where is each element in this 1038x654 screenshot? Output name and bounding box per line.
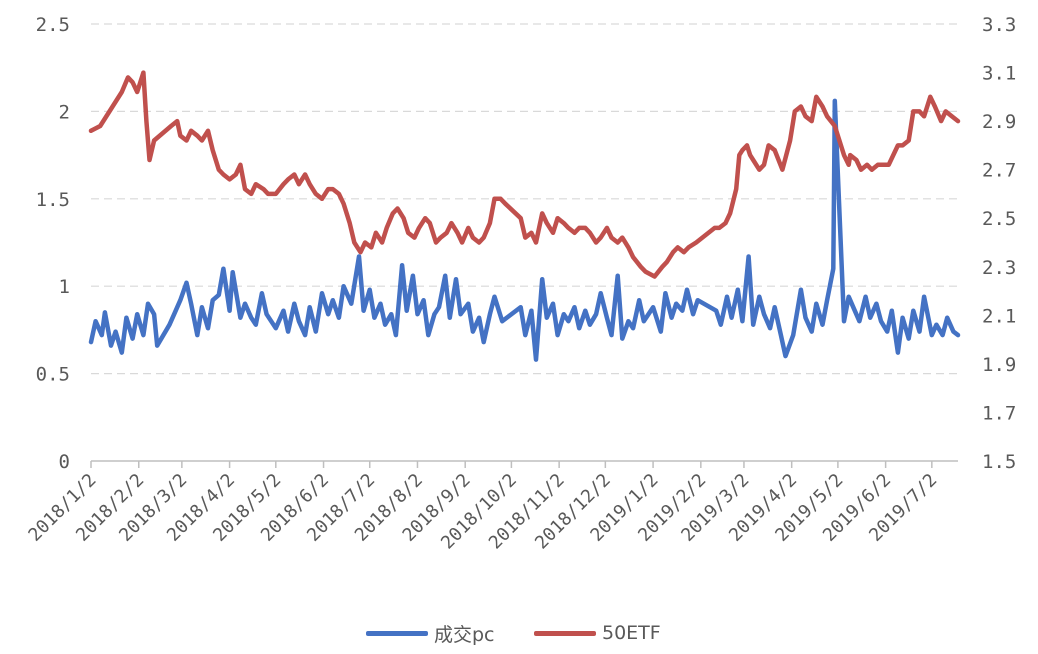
right-y-tick-label: 2.1	[982, 305, 1016, 327]
legend-label: 成交pc	[434, 623, 495, 646]
left-y-tick-label: 2	[59, 101, 70, 123]
left-y-tick-label: 1.5	[36, 189, 70, 211]
right-y-tick-label: 2.5	[982, 208, 1016, 230]
legend-item-series-1: 成交pc	[366, 618, 495, 648]
right-y-axis: 1.5 1.7 1.9 2.1 2.3 2.5 2.7 2.9 3.1 3.3	[982, 14, 1016, 473]
right-y-tick-label: 3.3	[982, 14, 1016, 36]
right-y-tick-label: 1.7	[982, 402, 1016, 424]
left-y-tick-label: 2.5	[36, 14, 70, 36]
right-y-tick-label: 1.5	[982, 451, 1016, 473]
legend: 成交pc 50ETF	[0, 618, 1038, 648]
left-y-tick-label: 0.5	[36, 364, 70, 386]
left-y-axis: 0 0.5 1 1.5 2 2.5	[36, 14, 70, 473]
right-y-tick-label: 3.1	[982, 63, 1016, 85]
legend-label: 50ETF	[602, 622, 661, 644]
series-line-1	[88, 98, 961, 362]
series-line-2	[88, 70, 961, 279]
x-axis: 2018/1/22018/2/22018/3/22018/4/22018/5/2…	[24, 460, 958, 554]
left-y-tick-label: 1	[59, 276, 70, 298]
legend-swatch-red	[534, 630, 596, 636]
right-y-tick-label: 1.9	[982, 354, 1016, 376]
right-y-tick-label: 2.7	[982, 160, 1016, 182]
right-y-tick-label: 2.3	[982, 257, 1016, 279]
series-lines	[88, 70, 961, 362]
legend-item-series-2: 50ETF	[534, 618, 661, 648]
left-y-tick-label: 0	[59, 451, 70, 473]
right-y-tick-label: 2.9	[982, 111, 1016, 133]
legend-swatch-blue	[366, 630, 428, 636]
